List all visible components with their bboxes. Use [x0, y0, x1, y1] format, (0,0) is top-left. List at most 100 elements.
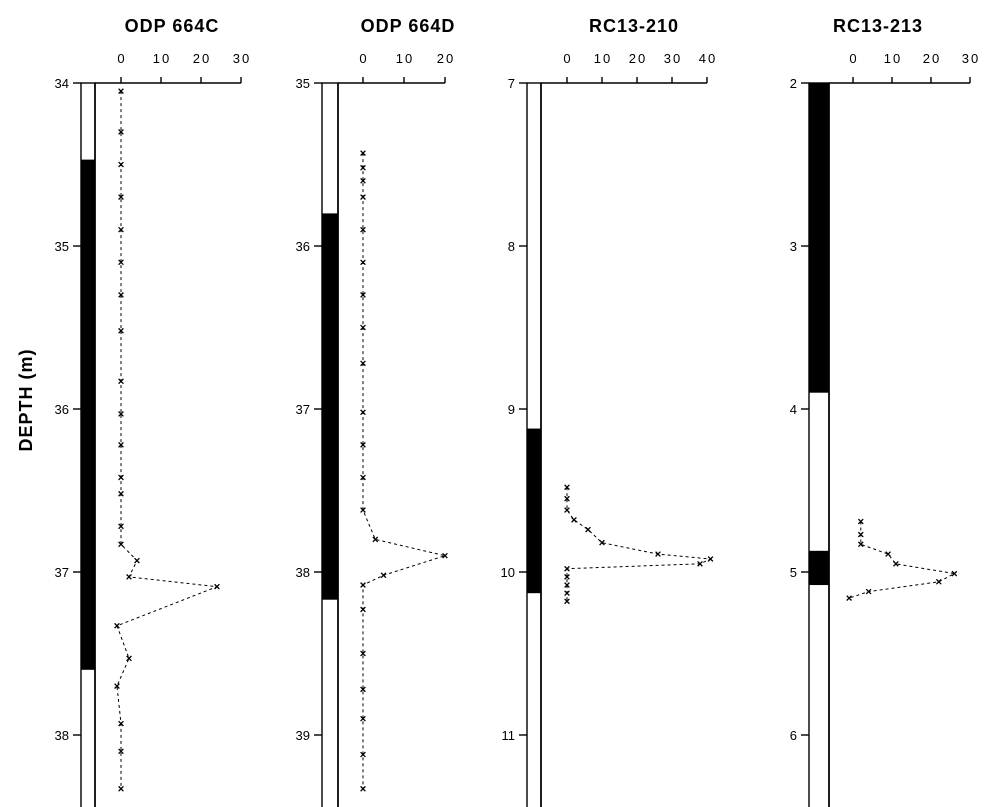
data-point — [564, 484, 570, 491]
data-point-stroke — [126, 574, 132, 580]
data-point — [360, 177, 366, 184]
x-tick-label: 20 — [193, 51, 211, 66]
data-point-stroke — [118, 748, 124, 755]
y-tick-label: 5 — [790, 565, 797, 580]
data-point-stroke — [360, 686, 366, 693]
data-point — [118, 748, 124, 755]
data-point-stroke — [118, 88, 124, 95]
data-point — [360, 686, 366, 693]
y-tick-label: 11 — [502, 728, 516, 743]
y-tick-label: 10 — [501, 565, 515, 580]
data-point-stroke — [118, 194, 124, 200]
panel-0: ODP 664C 34 35 36 37 38 0 10 20 30 — [55, 16, 251, 807]
data-point — [118, 129, 124, 135]
y-tick-label: 35 — [55, 239, 69, 254]
data-point-stroke — [564, 590, 570, 597]
data-point — [893, 560, 899, 567]
data-point — [865, 588, 872, 595]
data-point — [118, 411, 124, 417]
data-point-stroke — [360, 409, 366, 416]
black-interval — [809, 550, 829, 586]
data-point-stroke — [118, 411, 124, 417]
data-point — [885, 551, 891, 557]
data-point — [118, 541, 124, 548]
x-tick-label: 30 — [233, 51, 251, 66]
data-point — [118, 327, 124, 334]
data-point-stroke — [564, 507, 570, 513]
data-point — [360, 751, 366, 758]
data-point — [360, 715, 366, 722]
data-point-stroke — [118, 259, 124, 266]
data-point — [360, 360, 366, 367]
y-axis-label: DEPTH (m) — [16, 349, 36, 452]
data-point — [585, 526, 591, 533]
data-point-stroke — [360, 164, 366, 171]
data-point-stroke — [564, 598, 570, 605]
x-tick-label: 30 — [664, 51, 682, 66]
data-point-stroke — [951, 570, 958, 577]
data-point — [360, 785, 366, 792]
data-point-stroke — [893, 560, 899, 567]
x-tick-label: 20 — [629, 51, 647, 66]
data-point-stroke — [118, 327, 124, 334]
data-point-stroke — [935, 578, 942, 585]
data-point-stroke — [360, 360, 366, 367]
data-point-stroke — [564, 582, 570, 588]
data-point-stroke — [360, 194, 366, 200]
y-tick-label: 37 — [55, 565, 69, 580]
data-point — [114, 683, 120, 689]
data-point — [372, 536, 379, 543]
panel-1: ODP 664D 35 36 37 38 39 0 10 20 — [296, 16, 454, 807]
data-point-stroke — [360, 442, 366, 448]
data-point — [118, 720, 124, 727]
data-point — [360, 226, 366, 233]
data-point — [564, 590, 570, 597]
data-point-stroke — [118, 474, 124, 481]
x-tick-label: 0 — [849, 51, 858, 66]
data-point-stroke — [118, 292, 124, 298]
data-point — [380, 572, 387, 579]
data-point-stroke — [857, 531, 864, 538]
x-tick-label: 10 — [153, 51, 171, 66]
data-point — [118, 474, 124, 481]
data-point-stroke — [134, 557, 140, 564]
data-point — [118, 490, 124, 497]
data-point-stroke — [857, 518, 864, 525]
data-point-stroke — [118, 378, 124, 385]
data-point-stroke — [360, 582, 366, 588]
data-point — [360, 474, 366, 481]
data-point — [214, 583, 220, 590]
data-point — [360, 194, 366, 200]
data-point-stroke — [360, 177, 366, 184]
data-point-stroke — [571, 516, 577, 523]
data-point-stroke — [564, 484, 570, 491]
x-tick-label: 30 — [962, 51, 980, 66]
data-point — [857, 531, 864, 538]
y-tick-label: 34 — [55, 76, 69, 91]
x-tick-label: 10 — [884, 51, 902, 66]
data-point — [360, 650, 366, 657]
data-point — [114, 622, 120, 629]
data-point — [360, 582, 366, 588]
data-point — [951, 570, 958, 577]
data-point-stroke — [118, 541, 124, 548]
data-point-stroke — [360, 507, 366, 513]
data-point-stroke — [564, 495, 570, 502]
data-point-stroke — [214, 583, 220, 590]
data-point-stroke — [360, 474, 366, 481]
data-point-stroke — [372, 536, 379, 543]
data-point — [935, 578, 942, 585]
data-point-stroke — [697, 560, 703, 567]
y-tick-label: 4 — [790, 402, 797, 417]
y-tick-label: 7 — [508, 76, 515, 91]
data-point — [360, 409, 366, 416]
data-point — [564, 565, 570, 572]
y-tick-label: 3 — [790, 239, 797, 254]
y-tick-label: 38 — [296, 565, 310, 580]
data-point-stroke — [118, 785, 124, 792]
data-point-stroke — [360, 292, 366, 298]
data-point — [564, 507, 570, 513]
data-point — [564, 574, 570, 580]
y-tick-label: 8 — [508, 239, 515, 254]
